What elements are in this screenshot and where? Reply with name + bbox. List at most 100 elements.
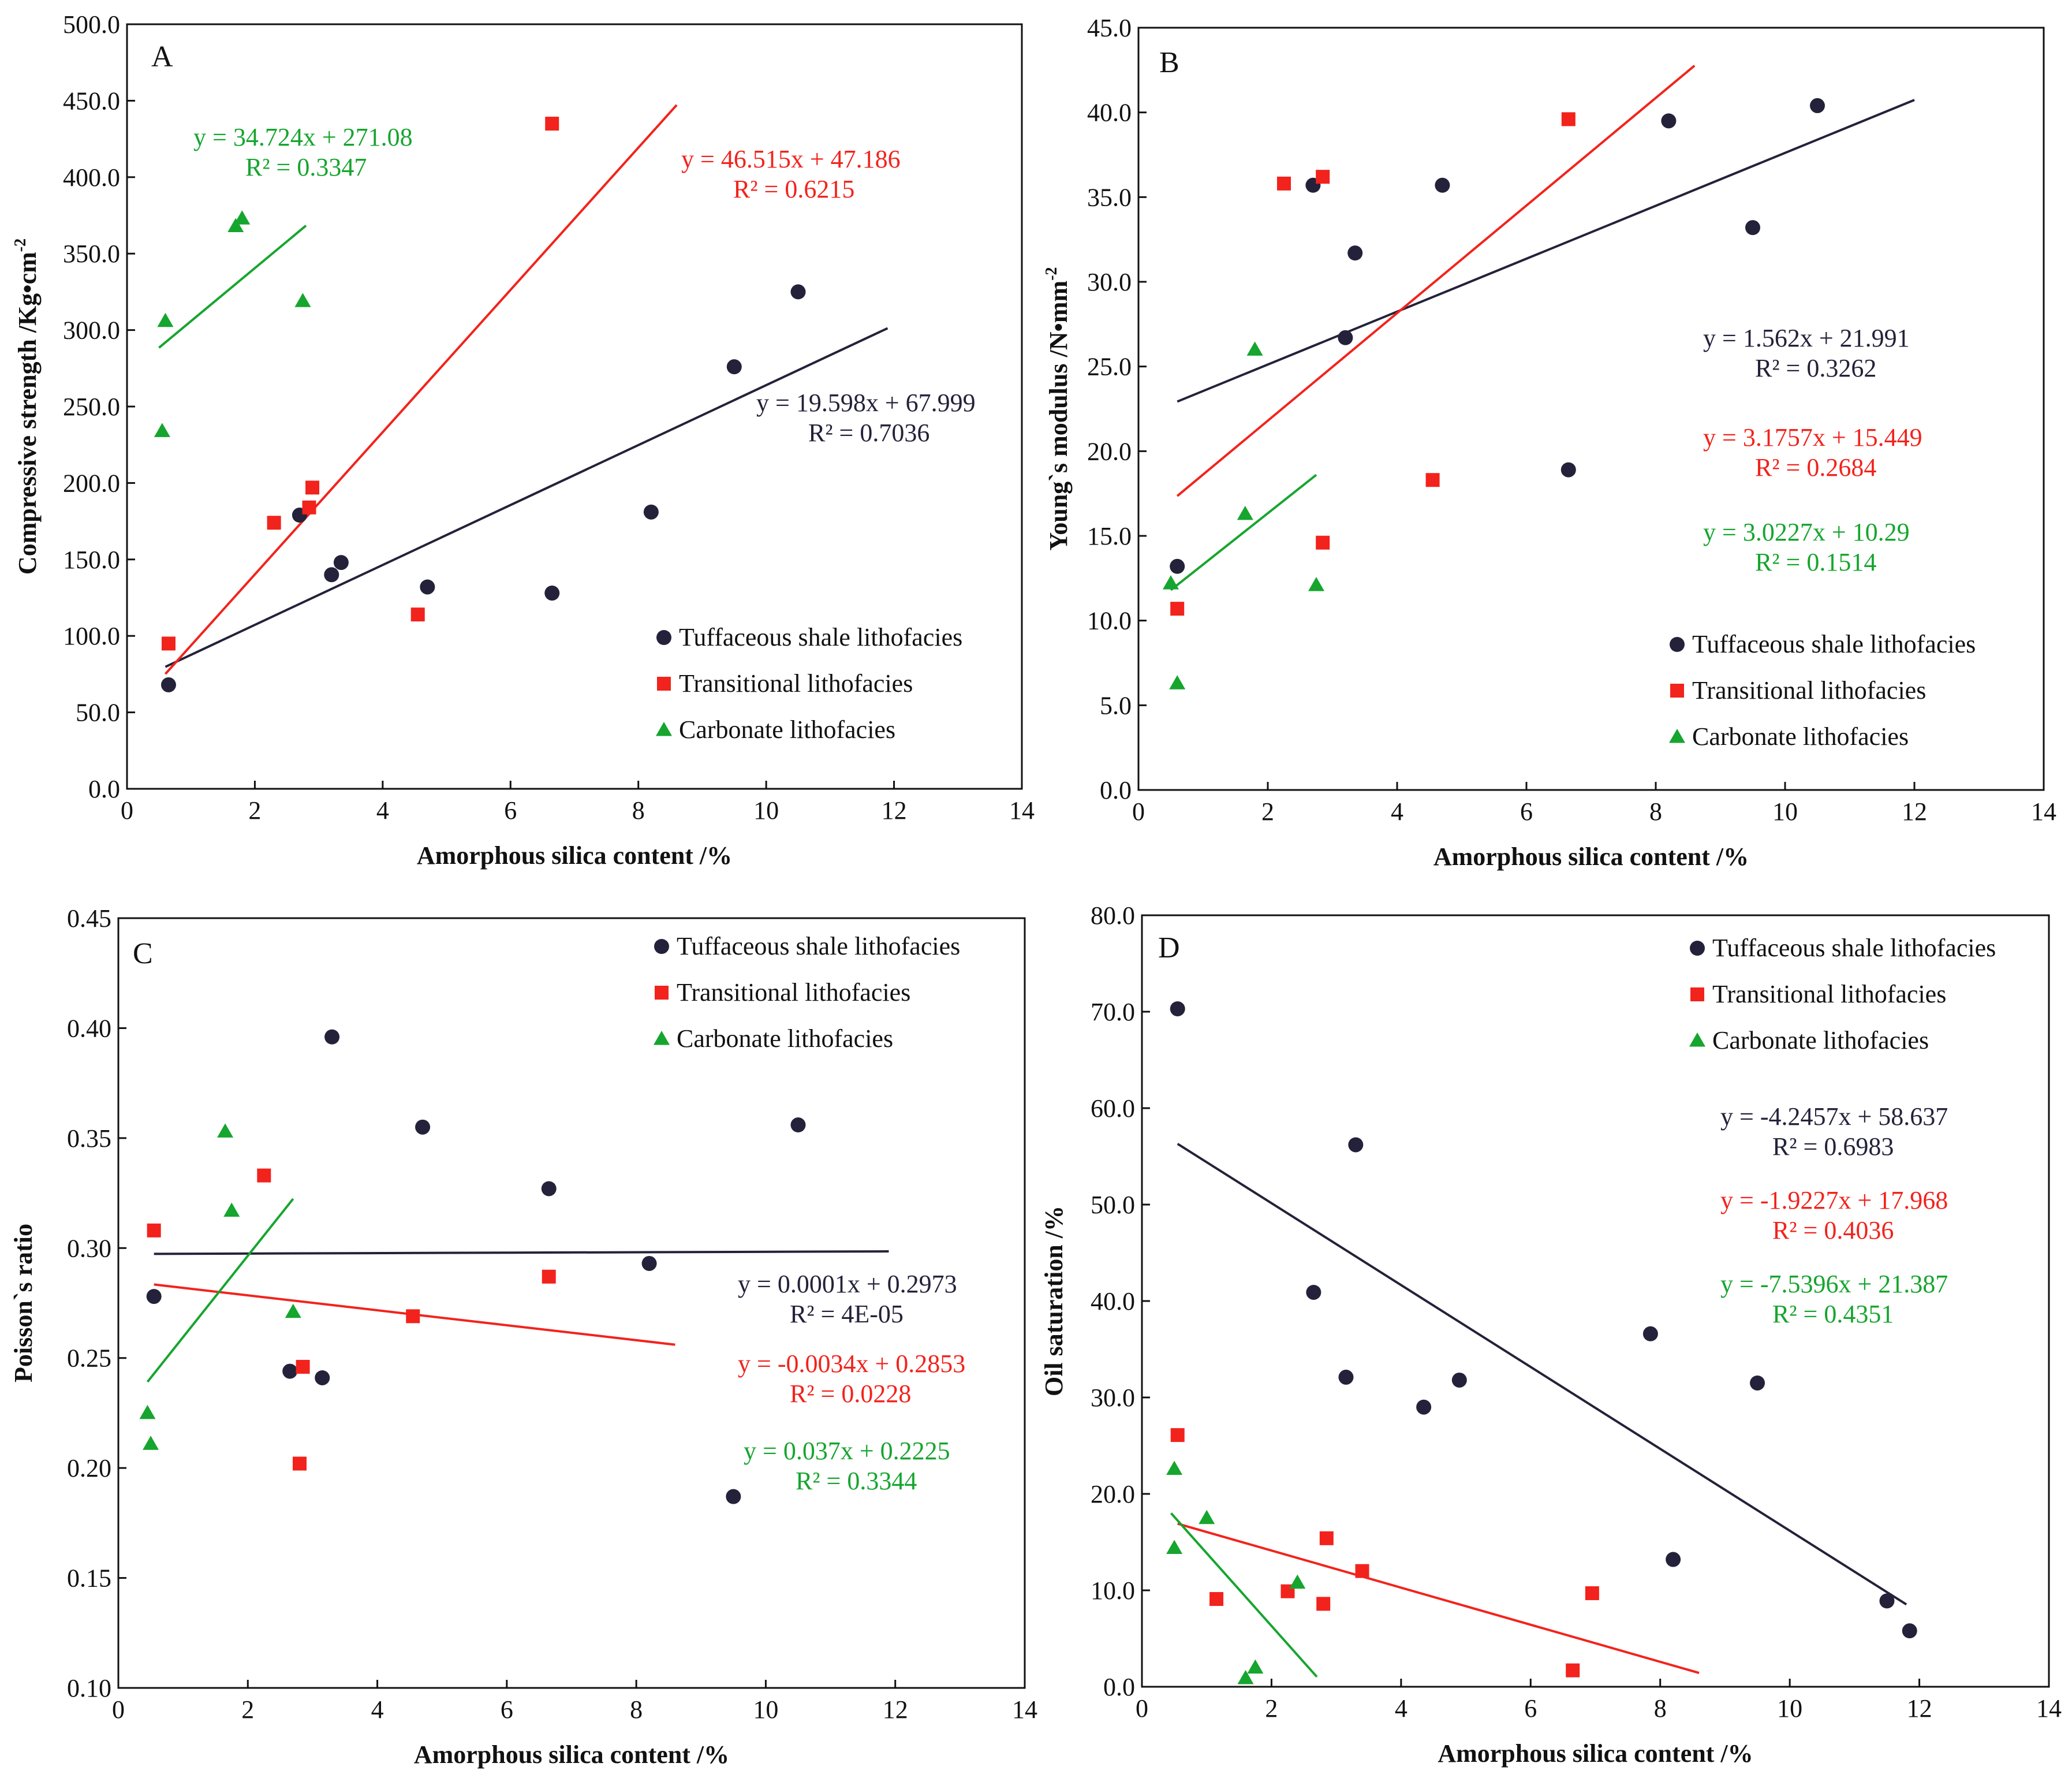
- x-tick-label: 2: [1261, 797, 1274, 826]
- r-squared-trans: R² = 0.2684: [1755, 453, 1876, 482]
- data-point-trans: [293, 1456, 307, 1471]
- data-point-tuff: [790, 284, 806, 300]
- x-tick-label: 10: [1777, 1694, 1802, 1723]
- x-tick-label: 6: [1524, 1694, 1537, 1723]
- data-point-trans: [1316, 1597, 1331, 1611]
- y-tick-label: 30.0: [1087, 268, 1132, 296]
- panel-d-oil-saturation: 0 2 4 6 8 10 12 14 0.0 10.0 20.0 30.0 40.0 50.0 60.0 70…: [1040, 901, 2062, 1768]
- panel-letter: A: [151, 40, 173, 73]
- legend-marker-trans: [657, 677, 671, 691]
- data-point-tuff: [1347, 245, 1363, 261]
- data-point-tuff: [1348, 1137, 1364, 1153]
- data-point-trans: [1277, 176, 1291, 191]
- equation-tuff: y = 1.562x + 21.991: [1703, 324, 1910, 352]
- data-point-carb: [1247, 1659, 1264, 1674]
- r-squared-tuff: R² = 0.7036: [808, 419, 929, 447]
- data-point-trans: [257, 1168, 271, 1183]
- data-point-trans: [305, 480, 320, 495]
- panel-letter: C: [133, 937, 153, 970]
- x-tick-label: 12: [1907, 1694, 1932, 1723]
- legend-marker-tuff: [656, 630, 671, 645]
- legend: Tuffaceous shale lithofacies Transitional…: [656, 623, 962, 744]
- data-point-carb: [227, 218, 244, 233]
- data-point-carb: [1163, 575, 1179, 590]
- data-point-tuff: [1745, 220, 1760, 236]
- trendline-trans: [164, 104, 678, 675]
- y-tick-label: 0.40: [67, 1014, 111, 1042]
- x-tick-label: 0: [1136, 1694, 1148, 1723]
- data-point-trans: [267, 516, 281, 530]
- y-tick-label: 400.0: [63, 163, 120, 192]
- data-point-tuff: [790, 1117, 806, 1133]
- x-tick-label: 12: [1902, 797, 1927, 826]
- legend-label-tuff: Tuffaceous shale lithofacies: [1712, 934, 1996, 962]
- y-tick-label: 40.0: [1087, 99, 1132, 127]
- data-point-trans: [1566, 1663, 1580, 1678]
- data-point-trans: [1561, 112, 1576, 126]
- y-axis-title-superscript: -2: [12, 238, 29, 252]
- equation-tuff: y = -4.2457x + 58.637: [1720, 1102, 1948, 1131]
- plot-frame: [117, 917, 1026, 1689]
- data-point-trans: [1316, 535, 1330, 550]
- y-tick-label: 0.20: [67, 1454, 111, 1482]
- data-point-tuff: [282, 1363, 298, 1379]
- data-point-carb: [1169, 675, 1186, 689]
- data-point-trans: [1585, 1586, 1599, 1601]
- data-point-trans: [1319, 1531, 1334, 1545]
- data-point-trans: [542, 1269, 556, 1284]
- legend-label-trans: Transitional lithofacies: [677, 978, 910, 1007]
- legend-marker-carb: [656, 722, 672, 736]
- x-tick-label: 8: [1654, 1694, 1667, 1723]
- data-point-trans: [1209, 1592, 1224, 1606]
- data-point-carb: [143, 1436, 159, 1450]
- trendline-tuff: [1177, 1143, 1907, 1606]
- data-point-carb: [1166, 1540, 1183, 1555]
- r-squared-tuff: R² = 0.6983: [1772, 1132, 1894, 1161]
- data-point-carb: [234, 210, 251, 225]
- data-point-carb: [1166, 1460, 1183, 1475]
- y-tick-label: 0.0: [88, 775, 120, 803]
- y-tick-label: 10.0: [1091, 1576, 1135, 1605]
- data-point-carb: [223, 1202, 240, 1217]
- legend: Tuffaceous shale lithofacies Transitional…: [1669, 630, 1976, 751]
- trendline-trans: [1176, 65, 1696, 497]
- x-tick-label: 2: [241, 1695, 254, 1724]
- legend-marker-carb: [1669, 729, 1685, 743]
- data-point-tuff: [1338, 330, 1353, 345]
- y-axis-title: Compressive strength /Kg•cm-2: [12, 238, 42, 575]
- legend-label-carb: Carbonate lithofacies: [679, 715, 895, 744]
- y-tick-label: 0.10: [67, 1674, 111, 1702]
- legend-label-carb: Carbonate lithofacies: [1692, 722, 1909, 751]
- y-tick-label: 0.30: [67, 1234, 111, 1262]
- x-tick-label: 0: [112, 1695, 125, 1724]
- y-tick-label: 0.0: [1100, 776, 1132, 804]
- legend-label-tuff: Tuffaceous shale lithofacies: [679, 623, 962, 651]
- y-tick-label: 50.0: [1091, 1191, 1135, 1219]
- trendline-trans: [1177, 1522, 1700, 1674]
- equation-trans: y = 46.515x + 47.186: [681, 145, 901, 173]
- y-tick-label: 0.15: [67, 1564, 111, 1593]
- trendline-tuff: [154, 1250, 889, 1255]
- x-tick-label: 6: [501, 1695, 513, 1724]
- legend-label-tuff: Tuffaceous shale lithofacies: [1692, 630, 1976, 658]
- legend-label-tuff: Tuffaceous shale lithofacies: [677, 932, 960, 960]
- y-tick-label: 20.0: [1087, 437, 1132, 465]
- y-tick-label: 10.0: [1087, 607, 1132, 635]
- data-point-trans: [1170, 602, 1185, 616]
- data-point-trans: [1170, 1428, 1185, 1442]
- panel-letter: B: [1159, 46, 1179, 79]
- y-tick-label: 35.0: [1087, 183, 1132, 211]
- y-tick-label: 100.0: [63, 622, 120, 650]
- data-point-tuff: [415, 1119, 431, 1135]
- y-axis-title: Young`s modulus /N•mm-2: [1043, 267, 1073, 550]
- data-point-trans: [1425, 473, 1440, 487]
- data-point-tuff: [1338, 1369, 1354, 1385]
- y-tick-label: 450.0: [63, 87, 120, 115]
- data-point-carb: [285, 1303, 301, 1318]
- data-point-tuff: [1306, 1284, 1321, 1300]
- data-point-tuff: [643, 504, 659, 520]
- r-squared-carb: R² = 0.4351: [1772, 1300, 1894, 1328]
- trendline-carb: [146, 1198, 294, 1383]
- equation-trans: y = -0.0034x + 0.2853: [738, 1350, 965, 1378]
- x-tick-label: 6: [504, 796, 517, 825]
